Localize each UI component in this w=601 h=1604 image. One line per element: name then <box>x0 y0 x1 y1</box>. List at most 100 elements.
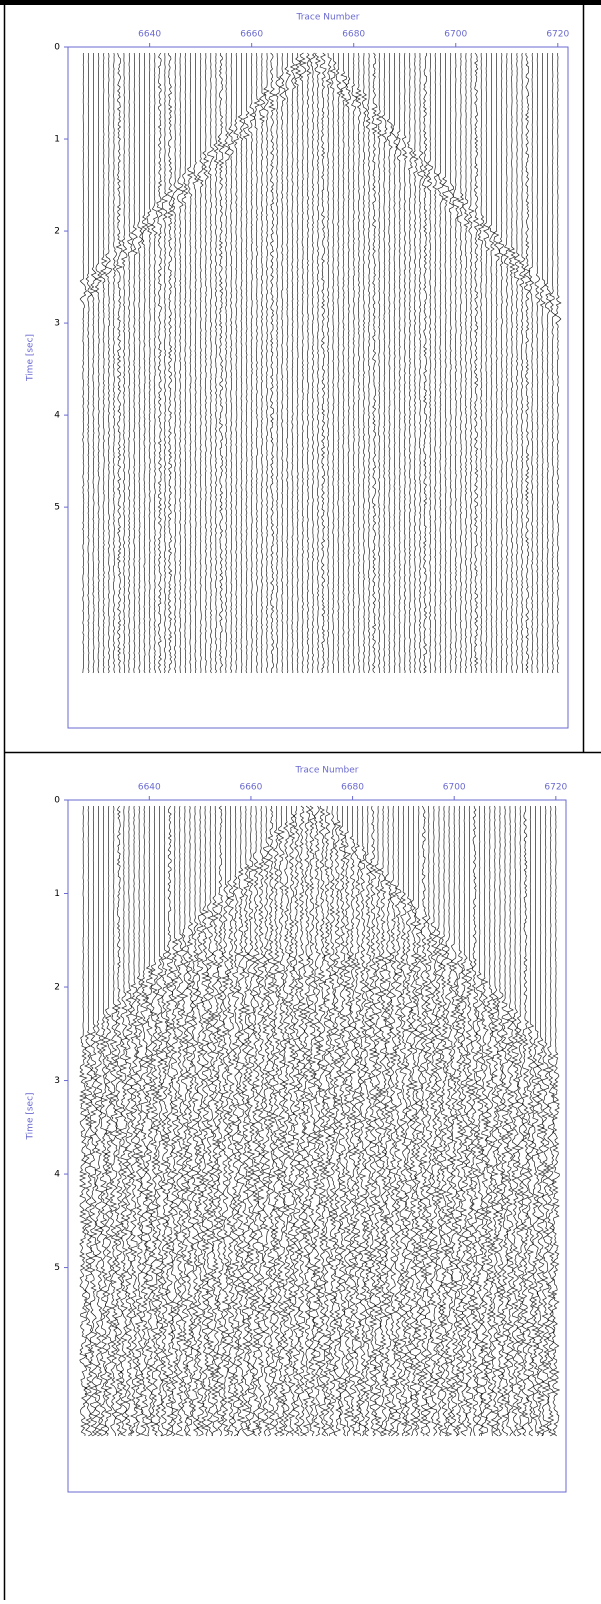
trace-wiggle <box>536 805 545 1437</box>
y-tick-label: 1 <box>54 135 60 145</box>
trace-wiggle <box>391 52 399 673</box>
trace-wiggle <box>409 805 418 1437</box>
trace-wiggle <box>531 805 540 1437</box>
y-axis-title: Time [sec] <box>26 334 36 382</box>
trace-wiggle <box>292 806 301 1437</box>
trace-wiggle <box>495 805 505 1437</box>
y-tick-label: 2 <box>54 227 60 237</box>
trace-wiggle <box>317 805 327 1437</box>
trace-wiggle <box>554 52 562 674</box>
y-tick-label: 0 <box>54 796 60 806</box>
trace-wiggle <box>518 52 526 674</box>
panels: Trace Number Time [sec] 6640 6660 6680 6700 67… <box>26 13 570 1493</box>
trace-wiggle <box>539 52 546 674</box>
trace-wiggle <box>268 52 277 674</box>
x-tick-label: 6660 <box>240 30 263 40</box>
trace-wiggle <box>79 52 87 674</box>
trace-wiggle <box>371 52 378 674</box>
trace-wiggle <box>112 52 117 674</box>
trace-wiggle <box>503 52 511 673</box>
y-tick-label: 5 <box>54 1263 60 1273</box>
trace-wiggle <box>541 806 550 1437</box>
trace-wiggle <box>150 805 159 1437</box>
trace-wiggle <box>282 805 291 1437</box>
x-tick-label: 6640 <box>138 783 161 793</box>
trace-wiggle <box>93 805 103 1437</box>
trace-wiggle <box>482 52 490 674</box>
trace-wiggle <box>180 805 190 1437</box>
trace-wiggle <box>170 806 179 1437</box>
trace-wiggle <box>314 52 321 674</box>
trace-wiggle <box>380 52 388 674</box>
trace-wiggle <box>343 805 352 1437</box>
trace-wiggle <box>287 806 296 1437</box>
trace-wiggle <box>89 53 98 674</box>
x-axis-title: Trace Number <box>296 13 360 23</box>
trace-wiggle <box>365 52 371 674</box>
trace-wiggle <box>493 52 501 674</box>
x-tick-label: 6660 <box>239 783 262 793</box>
trace-wiggle <box>124 805 134 1437</box>
trace-wiggle <box>549 52 557 674</box>
trace-wiggle <box>277 805 286 1437</box>
trace-wiggle <box>284 52 292 674</box>
trace-wiggle <box>216 805 225 1437</box>
trace-wiggle <box>226 805 235 1437</box>
trace-wiggle <box>351 53 358 673</box>
trace-wiggle <box>448 52 454 674</box>
trace-wiggle <box>319 52 327 674</box>
trace-wiggle <box>119 806 129 1437</box>
trace-wiggle <box>242 52 250 674</box>
trace-wiggle <box>444 805 454 1437</box>
trace-wiggle <box>190 805 200 1437</box>
trace-wiggle <box>272 805 281 1437</box>
trace-wiggle <box>340 52 348 674</box>
x-tick-label: 6680 <box>342 30 365 40</box>
trace-wiggle <box>202 52 210 673</box>
trace-wiggle <box>127 52 133 674</box>
trace-wiggle <box>393 806 403 1437</box>
trace-wiggle <box>497 52 505 674</box>
y-tick-label: 1 <box>54 889 60 899</box>
trace-wiggle <box>156 52 164 674</box>
x-axis-title: Trace Number <box>295 766 359 776</box>
trace-wiggle <box>544 52 552 674</box>
y-tick-label: 4 <box>54 1170 60 1180</box>
trace-wiggle <box>115 52 123 674</box>
trace-wiggle <box>141 52 149 674</box>
trace-wiggle <box>307 805 317 1437</box>
trace-wiggle <box>378 805 388 1437</box>
trace-wiggle <box>237 52 244 674</box>
trace-wiggle <box>460 806 469 1437</box>
trace-wiggle <box>406 52 413 674</box>
trace-wiggle <box>256 805 266 1437</box>
x-tick-label: 6720 <box>544 783 567 793</box>
trace-wiggle <box>227 53 235 674</box>
trace-wiggle <box>401 52 408 674</box>
trace-wiggle <box>181 52 189 673</box>
trace-wiggle <box>465 805 474 1437</box>
trace-wiggle <box>375 52 382 673</box>
trace-wiggle <box>505 805 515 1437</box>
trace-wiggle <box>363 805 373 1437</box>
trace-wiggle <box>475 806 484 1437</box>
trace-wiggle <box>246 805 256 1437</box>
trace-wiggle <box>222 52 230 674</box>
trace-wiggle <box>396 52 402 673</box>
trace-wiggle <box>85 52 92 674</box>
trace-wiggle <box>500 805 510 1437</box>
x-tick-label: 6680 <box>341 783 364 793</box>
trace-wiggle <box>480 805 489 1437</box>
trace-wiggle <box>145 805 154 1437</box>
trace-wiggle <box>361 53 368 674</box>
trace-wiggle <box>213 52 220 674</box>
trace-wiggle <box>490 805 500 1437</box>
trace-wiggle <box>100 52 108 674</box>
trace-wiggle <box>231 805 240 1437</box>
trace-wiggle <box>109 805 119 1436</box>
trace-wiggle <box>354 53 363 674</box>
x-tick-label: 6700 <box>444 30 467 40</box>
trace-wiggle <box>338 805 347 1437</box>
trace-wiggle <box>294 53 302 674</box>
